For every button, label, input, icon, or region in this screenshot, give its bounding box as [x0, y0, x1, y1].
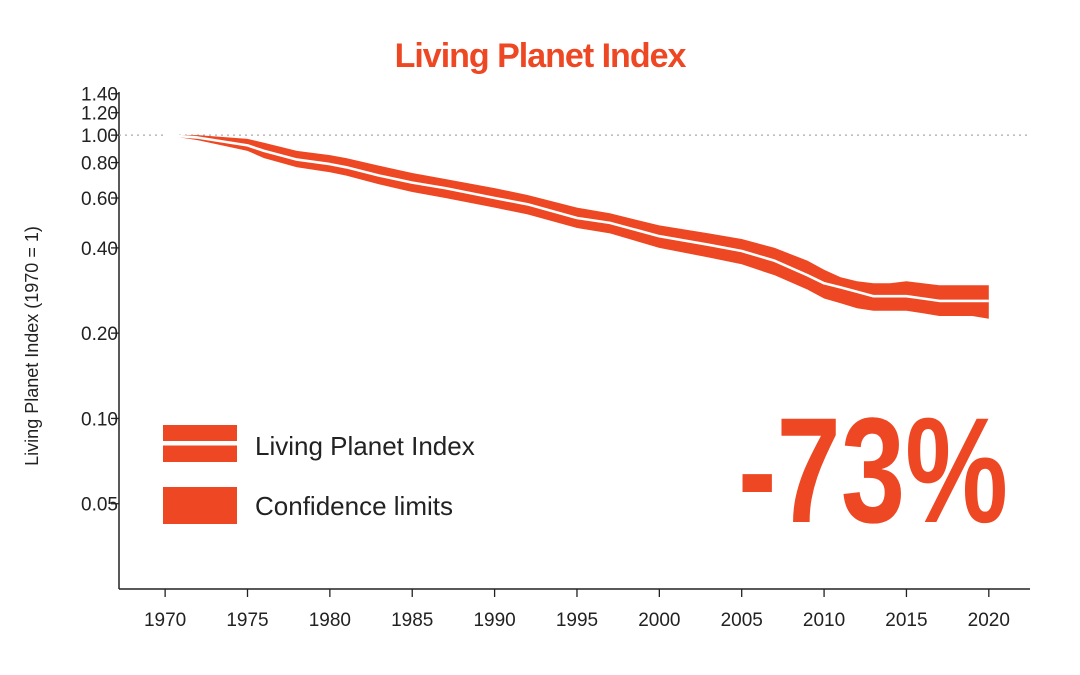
legend-index-swatch-line	[163, 441, 237, 446]
y-tick-label: 0.10	[81, 409, 118, 430]
y-tick-label: 0.60	[81, 189, 118, 210]
y-tick-label: 1.20	[81, 104, 118, 125]
chart-title: Living Planet Index	[395, 37, 687, 75]
x-tick-label: 2005	[721, 610, 763, 631]
living-planet-index-line	[165, 133, 989, 303]
y-tick-label: 0.40	[81, 239, 118, 260]
y-tick-label: 1.40	[81, 85, 118, 106]
y-tick-label: 0.05	[81, 495, 118, 516]
x-tick-label: 1990	[473, 610, 515, 631]
x-tick-label: 1970	[144, 610, 186, 631]
x-tick-label: 1980	[309, 610, 351, 631]
y-tick-label: 0.20	[81, 324, 118, 345]
legend-confidence-swatch	[163, 487, 237, 524]
x-tick-label: 2000	[638, 610, 680, 631]
x-tick-label: 2015	[885, 610, 927, 631]
x-tick-label: 2020	[968, 610, 1010, 631]
legend: Living Planet Index Confidence limits	[163, 425, 475, 524]
y-tick-label: 0.80	[81, 154, 118, 175]
x-tick-label: 1975	[226, 610, 268, 631]
legend-label-confidence: Confidence limits	[255, 491, 453, 521]
confidence-band	[165, 135, 989, 319]
legend-index-swatch	[163, 425, 237, 462]
plot-area: 0.05 0.10 0.20 0.40 0.60 0.80 1.001.201.40 1970…	[81, 85, 1030, 631]
decline-percentage-annotation: -73%	[738, 386, 1008, 554]
x-tick-label: 2010	[803, 610, 845, 631]
legend-label-index: Living Planet Index	[255, 431, 475, 461]
y-tick-label: 1.00	[81, 126, 118, 147]
x-tick-label: 1985	[391, 610, 433, 631]
y-axis-title: Living Planet Index (1970 = 1)	[22, 226, 42, 466]
x-tick-label: 1995	[556, 610, 598, 631]
